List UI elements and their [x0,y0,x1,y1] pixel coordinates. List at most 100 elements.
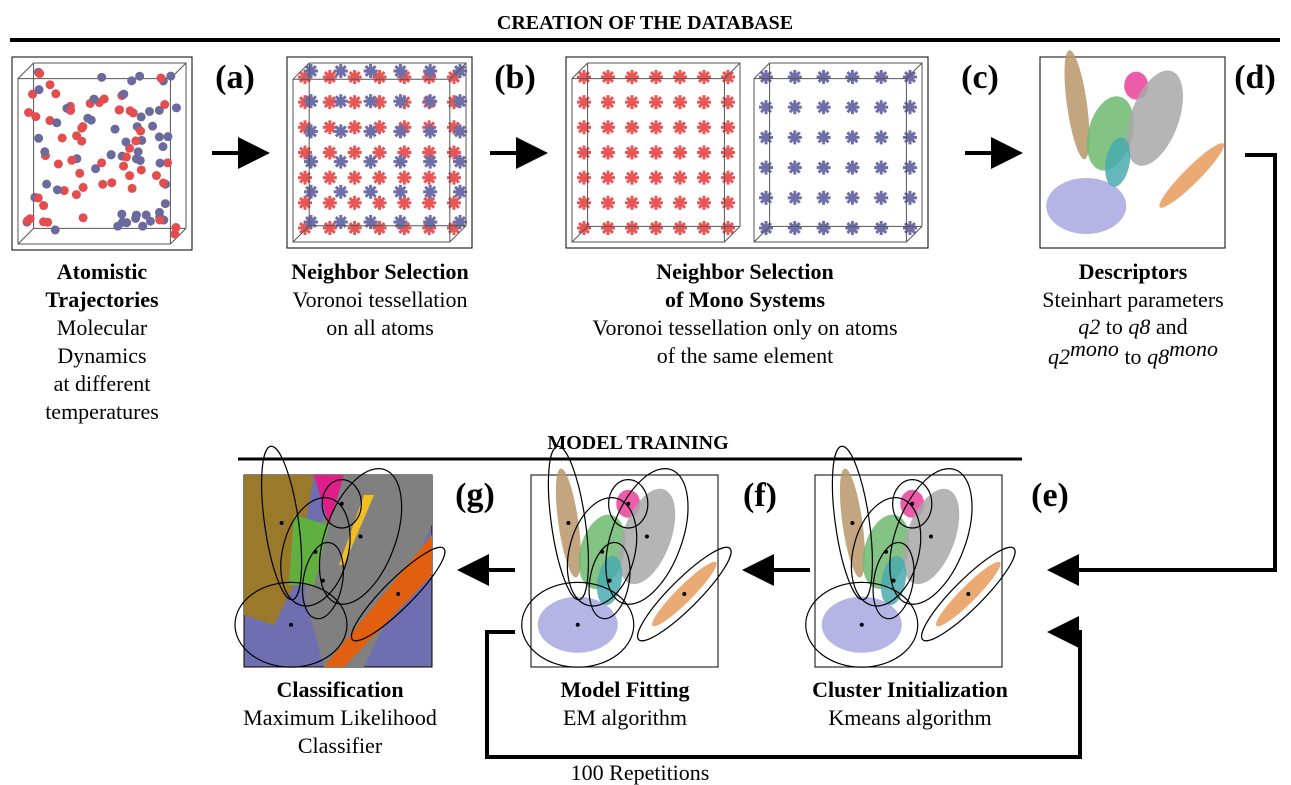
bond [601,70,615,84]
atom [156,73,166,83]
loop-label: 100 Repetitions [571,760,710,785]
bond [601,221,615,235]
center [358,534,363,539]
bond [697,121,711,134]
atom [59,186,69,196]
bond [447,121,461,134]
atom [75,168,85,178]
atom [89,94,99,104]
bond [423,171,436,184]
gaussian [831,445,873,601]
atom [67,155,77,165]
atom [159,178,169,188]
bond [334,155,347,168]
bond [649,96,663,109]
gaussian [588,541,631,620]
center [279,521,284,525]
atom [136,165,146,175]
descriptor-math: q2 to q8 and q2mono to q8mono [1048,314,1218,369]
atom [131,136,141,146]
bond [334,185,347,198]
bond [601,146,615,159]
caption-text: Classifier [298,733,383,758]
bond [697,171,711,184]
atom [107,178,117,188]
gaussian [637,546,732,642]
center [575,622,580,627]
bond [673,96,687,109]
atom [170,229,180,239]
bond [601,196,615,209]
atom [171,103,181,113]
bond [364,185,377,198]
panel [565,56,929,249]
bond [697,146,711,159]
caption-text: EM algorithm [563,705,687,730]
caption-text: Maximum Likelihood [243,705,437,730]
bond [788,221,801,235]
gaussian [521,581,635,668]
bond [788,70,801,84]
bond [348,171,361,184]
panel [521,445,732,668]
bond [453,64,467,78]
bond [323,96,336,109]
panel [1039,50,1226,249]
caption-title: Model Fitting [561,677,690,702]
bond [394,64,407,78]
center [850,521,855,525]
bond [394,215,407,229]
caption-text: Voronoi tessellation [293,287,468,312]
bond [298,171,312,184]
cluster [1046,177,1127,234]
bond [398,221,411,235]
bond [323,146,336,159]
atom [106,150,116,160]
gaussian [234,581,348,668]
bond [364,155,377,168]
bond [673,70,687,84]
bond [323,121,336,134]
center [320,578,325,583]
atom [50,225,60,235]
atom [34,85,44,95]
bond [875,101,888,114]
atom [127,76,137,86]
atom [45,80,55,90]
bond [601,96,615,109]
atom [160,100,170,110]
panel-label: (a) [215,59,255,96]
cube-edges [571,62,741,243]
panel-label: (d) [1234,59,1276,96]
bond [649,221,663,235]
atom [151,171,161,181]
atom [31,112,41,122]
center [289,622,293,627]
atom [127,183,137,193]
bond [788,101,801,114]
bond [788,131,801,144]
bond [649,146,663,159]
atom [78,213,88,223]
bond [373,146,386,159]
bond [398,171,411,184]
bond [788,191,801,204]
arrows [212,137,1277,759]
atom [52,185,62,195]
bond [817,161,830,174]
bond [649,121,663,134]
bond [323,171,336,184]
atom [155,215,165,225]
atom [45,116,55,126]
bond [304,95,318,108]
bond [304,125,318,138]
bond [364,215,377,229]
caption-title: Cluster Initialization [812,677,1008,702]
atom [119,161,129,171]
atom [119,89,129,99]
bond [649,196,663,209]
center [396,592,401,597]
bond [424,185,437,198]
caption-text: Voronoi tessellation only on atoms [592,315,897,340]
atom [24,107,34,117]
